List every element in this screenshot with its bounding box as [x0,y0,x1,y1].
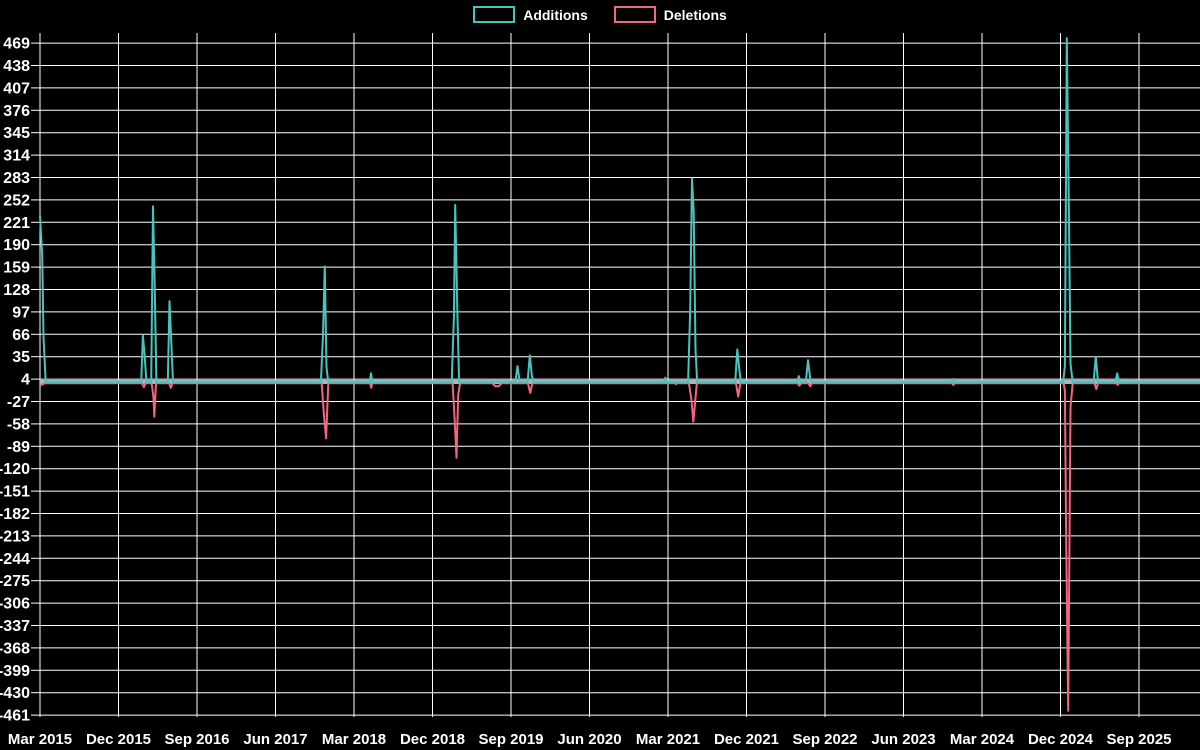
y-tick-label: 283 [3,170,30,187]
y-tick-label: -368 [0,640,30,657]
y-tick-label: 159 [3,260,30,277]
x-tick-label: Jun 2020 [557,731,621,748]
legend-label-additions: Additions [523,6,588,23]
x-tick-label: Sep 2022 [792,731,857,748]
y-tick-label: -27 [7,394,30,411]
legend-label-deletions: Deletions [663,6,727,23]
chart-legend: Additions Deletions [0,6,1200,23]
x-tick-label: Dec 2015 [86,731,151,748]
y-tick-label: 66 [12,327,30,344]
deletions-line [39,382,1200,712]
y-tick-label: -461 [0,708,30,725]
x-tick-label: Mar 2015 [8,731,72,748]
x-tick-label: Sep 2016 [164,731,229,748]
y-tick-label: -120 [0,461,30,478]
y-tick-label: -182 [0,506,30,523]
x-tick-label: Mar 2024 [950,731,1015,748]
y-tick-label: 345 [3,125,30,142]
x-tick-label: Jun 2017 [243,731,307,748]
y-tick-label: 221 [3,215,30,232]
y-tick-label: 35 [12,349,30,366]
y-tick-label: -58 [7,416,30,433]
x-tick-label: Mar 2018 [322,731,386,748]
x-tick-label: Sep 2019 [478,731,543,748]
y-tick-label: 314 [3,148,30,165]
y-tick-label: 252 [3,192,30,209]
y-tick-label: -399 [0,663,30,680]
y-tick-label: -244 [0,551,30,568]
additions-line [39,37,1200,383]
y-tick-label: -275 [0,573,30,590]
y-tick-label: 97 [12,304,30,321]
deletions-swatch-icon [613,6,656,23]
y-tick-label: 469 [3,36,30,53]
y-tick-label: 438 [3,58,30,75]
y-tick-label: -213 [0,528,30,545]
x-tick-label: Dec 2018 [400,731,465,748]
y-tick-label: 4 [21,372,30,389]
y-tick-label: 376 [3,103,30,120]
y-tick-label: 128 [3,282,30,299]
legend-item-deletions[interactable]: Deletions [613,6,727,23]
y-tick-label: -89 [7,439,30,456]
x-tick-label: Sep 2025 [1106,731,1171,748]
y-tick-label: 407 [3,80,30,97]
additions-swatch-icon [473,6,516,23]
y-tick-label: -430 [0,685,30,702]
x-tick-label: Mar 2021 [636,731,700,748]
y-tick-label: -337 [0,618,30,635]
y-tick-label: 190 [3,237,30,254]
x-tick-label: Dec 2024 [1028,731,1094,748]
x-tick-label: Jun 2023 [871,731,935,748]
legend-item-additions[interactable]: Additions [473,6,588,23]
x-tick-label: Dec 2021 [714,731,779,748]
y-tick-label: -306 [0,596,30,613]
y-tick-label: -151 [0,484,30,501]
